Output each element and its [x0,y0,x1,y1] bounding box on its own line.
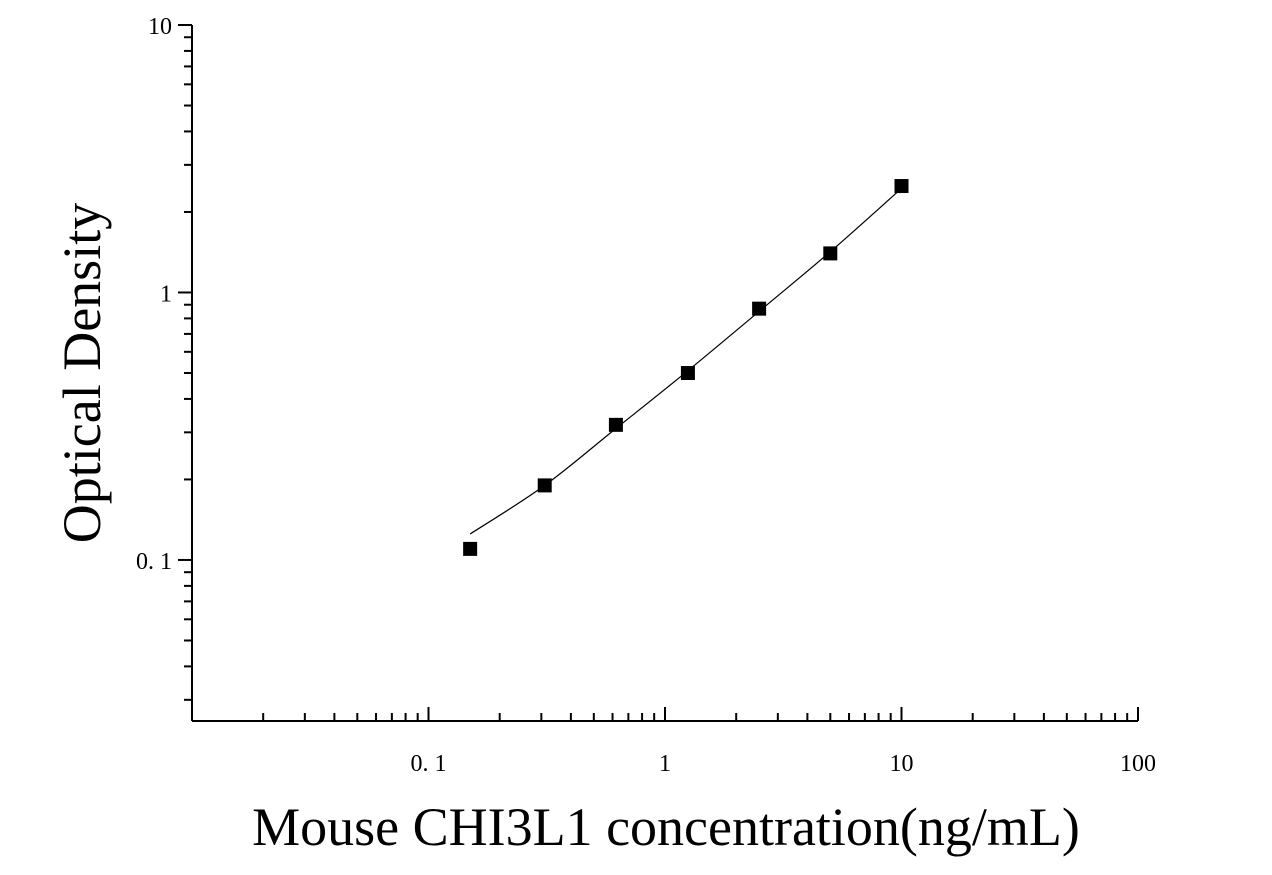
y-axis-title: Optical Density [52,203,112,543]
data-point [680,366,695,380]
y-tick-label: 0. 1 [136,549,172,575]
fit-curve [469,187,902,535]
tick-marks [178,24,1139,721]
x-tick-label: 1 [659,751,671,777]
axes [191,25,1138,722]
fit-curve-group [469,187,902,535]
x-tick-label: 100 [1120,751,1156,777]
data-points [463,179,909,556]
x-axis-title: Mouse CHI3L1 concentration(ng/mL) [252,797,1080,857]
data-point [823,246,838,261]
data-point [537,478,552,493]
y-tick-label: 1 [160,281,172,307]
data-point [894,179,909,194]
data-point [463,541,478,556]
tick-labels: 0. 1 1 10 100 0. 1 1 10 [136,14,1156,777]
x-tick-label: 10 [890,751,914,777]
y-tick-label: 10 [148,14,172,40]
x-tick-label: 0. 1 [411,751,447,777]
data-point [752,301,767,316]
data-point [608,417,623,432]
